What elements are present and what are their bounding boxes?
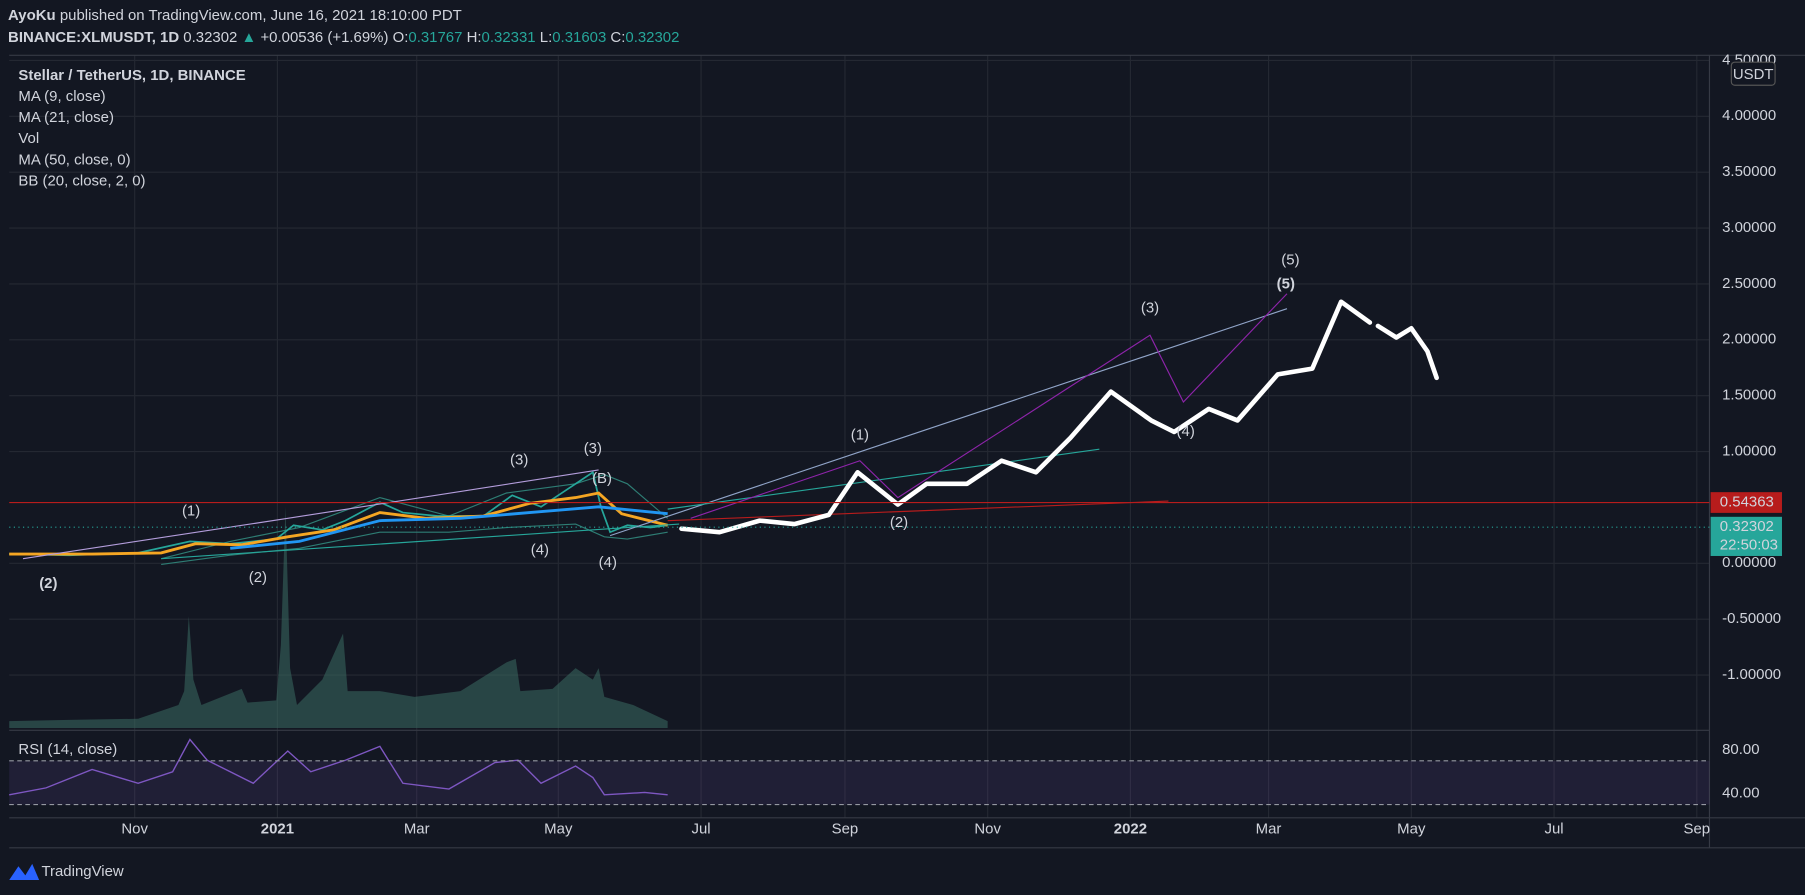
x-tick-label: Nov (121, 820, 148, 837)
rsi-tick-label: 40.00 (1722, 785, 1759, 802)
x-tick-label: May (544, 820, 573, 837)
h-label: H: (467, 29, 482, 46)
wave-label: (2) (39, 575, 57, 592)
c-label: C: (610, 29, 625, 46)
author: AyoKu (8, 7, 56, 24)
y-tick-label: 1.50000 (1722, 387, 1776, 404)
wave-label: (3) (584, 440, 602, 457)
logo (9, 863, 40, 881)
x-tick-label: Mar (1256, 820, 1282, 837)
last: 0.32302 (183, 29, 237, 46)
wave-label: (3) (1141, 300, 1159, 317)
rsi-line (9, 738, 668, 796)
x-tick-label: Sep (1683, 820, 1710, 837)
change: +0.00536 (+1.69%) (260, 29, 388, 46)
wave-label: (5) (1281, 251, 1299, 268)
legend-item: MA (9, close) (18, 88, 105, 105)
x-tick-label: Mar (404, 820, 430, 837)
price-label-bg (1710, 516, 1782, 556)
header: AyoKu published on TradingView.com, June… (8, 7, 462, 24)
o-label: O: (393, 29, 409, 46)
legend-item: BB (20, close, 2, 0) (18, 172, 145, 189)
legend-item: MA (50, close, 0) (18, 151, 130, 168)
moving-average (9, 491, 669, 556)
price-label-bg (1710, 492, 1782, 513)
wave-label: (4) (599, 554, 617, 571)
countdown: 22:50:03 (1720, 537, 1778, 554)
price-line (9, 470, 668, 557)
overlay: 4.500004.000003.500003.000002.500002.000… (9, 51, 1782, 837)
y-tick-label: 1.00000 (1722, 442, 1776, 459)
y-tick-label: 2.00000 (1722, 331, 1776, 348)
moving-average (230, 505, 668, 550)
y-tick-label: 0.00000 (1722, 554, 1776, 571)
y-tick-label: 4.00000 (1722, 107, 1776, 124)
wave-label: (3) (510, 452, 528, 469)
quote: BINANCE:XLMUSDT, 1D 0.32302 ▲ +0.00536 (… (8, 29, 679, 46)
grid (9, 55, 1710, 818)
y-tick-label: 3.00000 (1722, 219, 1776, 236)
wave-label: (2) (249, 569, 267, 586)
wave-label: (4) (1177, 423, 1195, 440)
trendline (667, 500, 1169, 522)
rsi-title: RSI (14, close) (18, 741, 117, 758)
x-tick-label: May (1397, 820, 1426, 837)
wave-path (690, 293, 1288, 519)
wave-label: (2) (890, 514, 908, 531)
projection (679, 299, 1373, 535)
x-tick-label: 2022 (1114, 820, 1147, 837)
rsi-band (9, 760, 1710, 805)
x-tick-label: Jul (1544, 820, 1563, 837)
wave-label: (5) (1277, 275, 1295, 292)
x-tick-label: Sep (832, 820, 859, 837)
legend-item: Stellar / TetherUS, 1D, BINANCE (18, 67, 245, 84)
wave-label: (1) (851, 426, 869, 443)
price-label: 0.32302 (1720, 518, 1774, 535)
trendline (161, 523, 680, 560)
arrow: ▲ (242, 29, 257, 46)
volume (9, 506, 668, 728)
close: 0.32302 (625, 29, 679, 46)
y-tick-label: 3.50000 (1722, 163, 1776, 180)
currency: USDT (1733, 66, 1774, 83)
legend-item: Vol (18, 130, 39, 147)
y-tick-label: -1.00000 (1722, 666, 1781, 683)
y-tick-label: -0.50000 (1722, 610, 1781, 627)
trendline (609, 308, 1288, 537)
trendline (22, 469, 599, 560)
brand: TradingView (41, 863, 123, 880)
legend-item: MA (21, close) (18, 109, 114, 126)
high: 0.32331 (482, 29, 536, 46)
l-label: L: (540, 29, 552, 46)
low: 0.31603 (552, 29, 606, 46)
rsi-tick-label: 80.00 (1722, 741, 1759, 758)
x-tick-label: 2021 (261, 820, 294, 837)
wave-label: (4) (531, 542, 549, 559)
symbol: BINANCE:XLMUSDT, 1D (8, 29, 179, 46)
published: published on TradingView.com, June 16, 2… (60, 7, 462, 24)
price-label: 0.54363 (1720, 493, 1774, 510)
x-tick-label: Nov (974, 820, 1001, 837)
wave-label: (B) (592, 470, 612, 487)
bollinger (161, 473, 669, 560)
open: 0.31767 (408, 29, 462, 46)
currency-badge (1730, 61, 1776, 86)
trendline (667, 448, 1100, 510)
x-tick-label: Jul (691, 820, 710, 837)
wave-label: (1) (182, 502, 200, 519)
projection (1375, 323, 1439, 381)
y-tick-label: 2.50000 (1722, 275, 1776, 292)
